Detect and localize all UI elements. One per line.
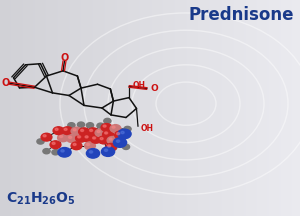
Circle shape [105,132,108,134]
Circle shape [37,139,44,144]
Circle shape [62,127,73,135]
Circle shape [43,135,46,137]
Circle shape [100,138,103,140]
Circle shape [88,128,98,136]
Circle shape [98,136,109,144]
Circle shape [78,136,81,138]
Circle shape [86,149,100,158]
Circle shape [107,137,118,144]
Circle shape [67,135,77,143]
Circle shape [113,138,127,147]
Text: OH: OH [141,124,154,133]
Circle shape [76,134,86,142]
Circle shape [61,150,64,152]
Circle shape [71,142,82,150]
Circle shape [109,138,112,140]
Circle shape [81,129,84,132]
Circle shape [110,145,117,150]
Text: O: O [151,84,158,93]
Circle shape [91,135,101,143]
Circle shape [43,149,50,154]
Circle shape [93,137,96,139]
Circle shape [104,118,111,124]
Circle shape [73,129,76,131]
Circle shape [85,136,88,138]
Circle shape [118,129,131,139]
Text: O: O [60,53,69,63]
Circle shape [101,124,112,131]
Circle shape [60,135,63,138]
Circle shape [104,149,108,151]
Circle shape [103,130,113,138]
Circle shape [97,130,100,133]
Circle shape [110,125,121,132]
Text: O: O [1,78,10,88]
Circle shape [86,123,94,128]
Circle shape [58,148,71,157]
Circle shape [121,131,124,134]
Circle shape [69,136,72,138]
Circle shape [108,145,111,147]
Circle shape [50,141,61,149]
Circle shape [53,127,64,135]
Circle shape [64,128,67,130]
Circle shape [52,142,55,145]
Circle shape [117,133,120,135]
Text: $\mathbf{C_{21}H_{26}O_5}$: $\mathbf{C_{21}H_{26}O_5}$ [6,191,76,207]
Text: Prednisone: Prednisone [188,6,294,24]
Circle shape [97,123,104,128]
Circle shape [83,134,94,142]
Circle shape [73,143,76,146]
Circle shape [101,147,115,156]
Circle shape [77,122,85,127]
Circle shape [116,140,120,142]
Circle shape [55,128,58,130]
Text: OH: OH [133,81,146,90]
Circle shape [85,142,95,150]
Circle shape [52,150,59,155]
Circle shape [58,134,68,142]
Circle shape [68,123,75,128]
Circle shape [115,131,125,139]
Circle shape [89,151,93,153]
Circle shape [90,129,93,132]
Circle shape [79,128,89,136]
Circle shape [87,143,90,146]
Circle shape [106,143,116,151]
Circle shape [41,133,52,141]
Circle shape [124,126,131,132]
Circle shape [122,144,130,149]
Circle shape [112,126,115,128]
Circle shape [103,125,106,127]
Circle shape [71,127,82,135]
Circle shape [95,129,106,137]
